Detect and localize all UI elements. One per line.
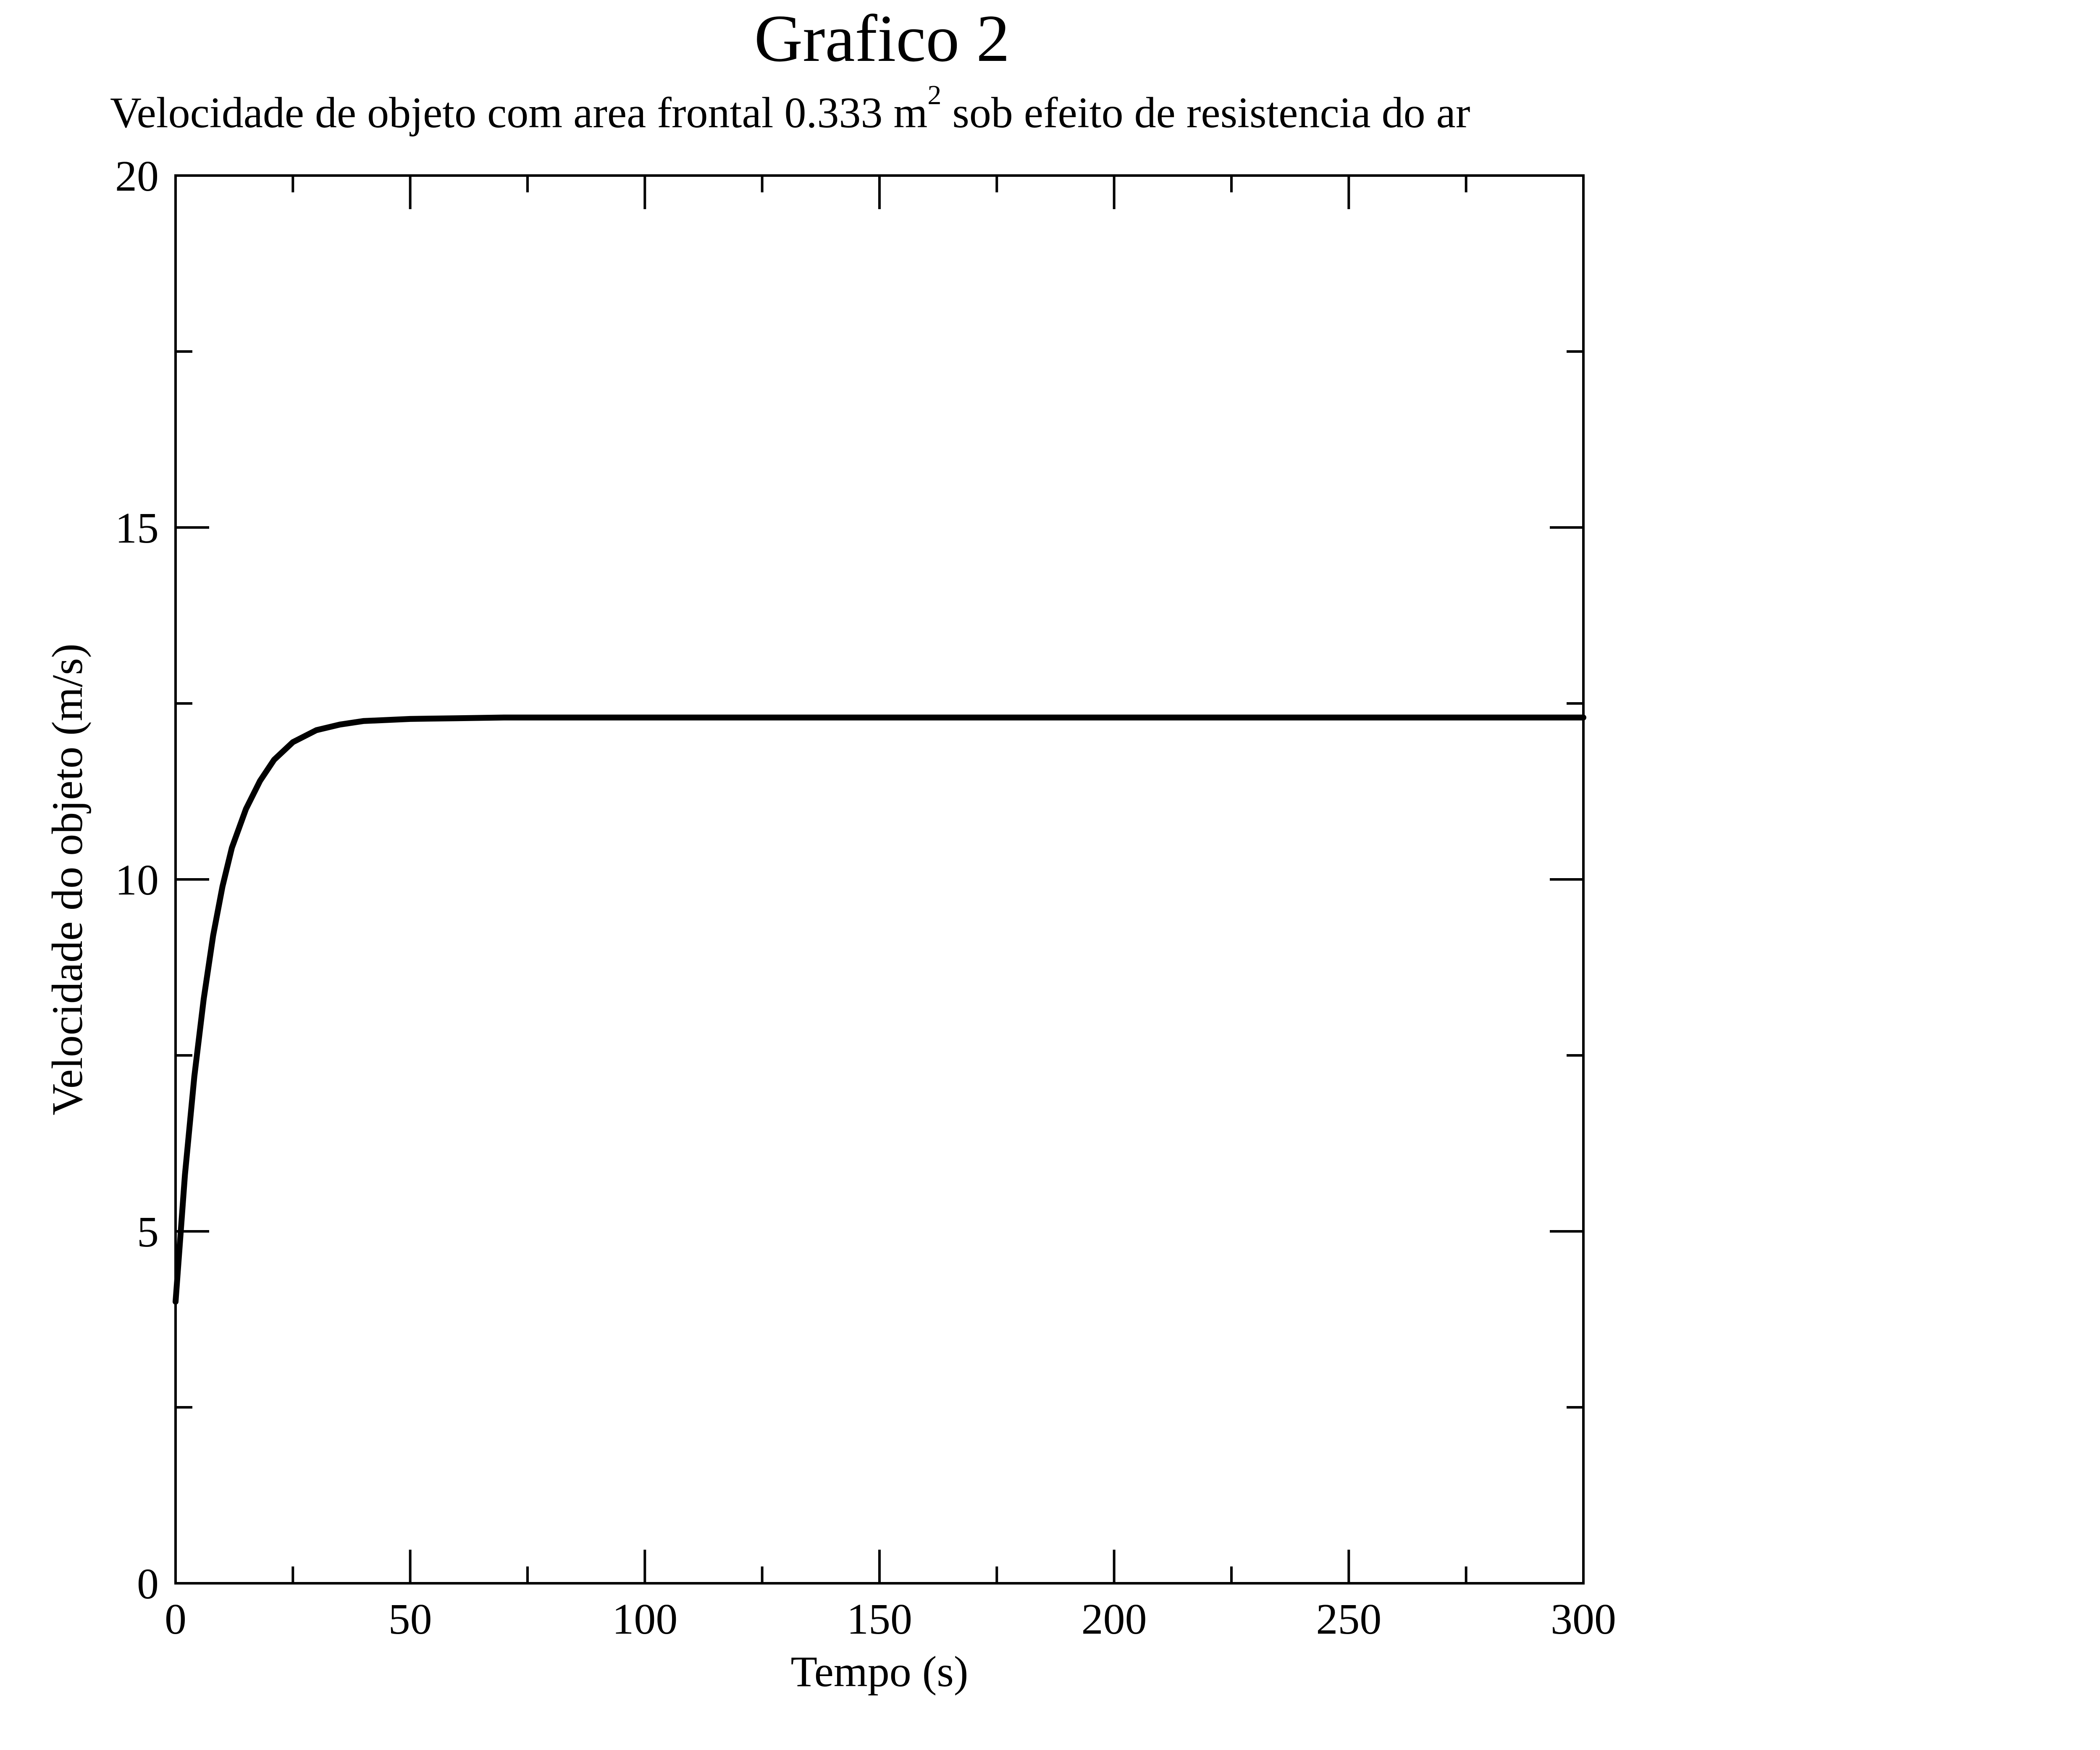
plot-frame xyxy=(174,174,1585,1585)
subtitle-superscript: 2 xyxy=(927,80,941,110)
x-tick-label: 100 xyxy=(612,1595,677,1643)
x-tick-label: 0 xyxy=(165,1595,186,1643)
chart-title: Grafico 2 xyxy=(754,1,1010,76)
x-tick-label: 150 xyxy=(847,1595,912,1643)
subtitle-rest: sob efeito de resistencia do ar xyxy=(941,89,1470,137)
y-tick-label: 10 xyxy=(115,856,159,904)
x-tick-label: 200 xyxy=(1082,1595,1147,1643)
y-tick-label: 20 xyxy=(115,152,159,200)
y-tick-label: 15 xyxy=(115,504,159,552)
y-tick-label: 5 xyxy=(137,1208,159,1256)
series-line xyxy=(173,714,1586,1305)
tick-labels: 0 50 100 150 200 250 300 0 5 10 15 20 xyxy=(115,152,1616,1643)
y-axis-label: Velocidade do objeto (m/s) xyxy=(43,643,92,1115)
x-tick-label: 250 xyxy=(1316,1595,1381,1643)
subtitle-main: Velocidade de objeto com area frontal 0.… xyxy=(110,89,927,137)
x-tick-label: 300 xyxy=(1551,1595,1616,1643)
axis-ticks xyxy=(174,174,1585,1585)
chart-subtitle: Velocidade de objeto com area frontal 0.… xyxy=(110,80,1470,137)
x-axis-label: Tempo (s) xyxy=(790,1648,968,1696)
x-tick-label: 50 xyxy=(388,1595,432,1643)
y-tick-label: 0 xyxy=(137,1560,159,1608)
